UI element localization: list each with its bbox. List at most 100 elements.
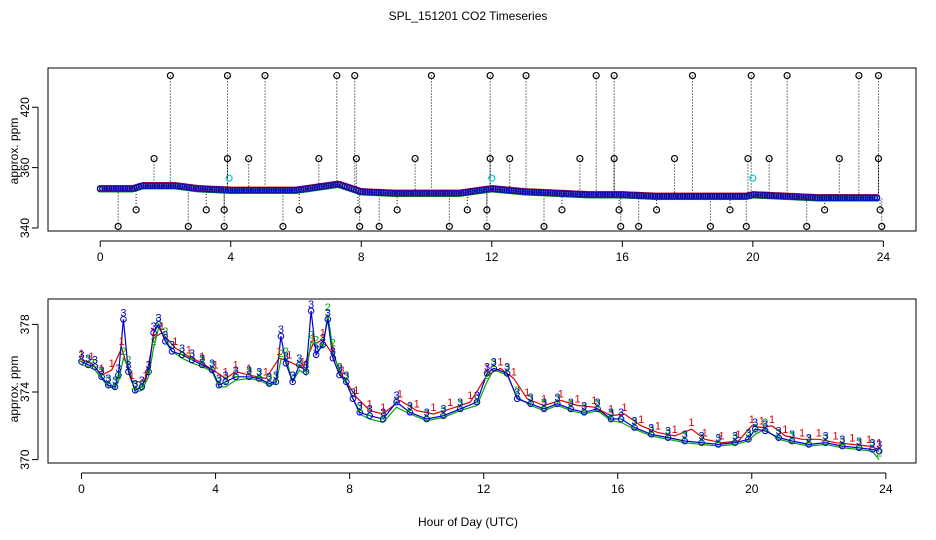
- bottom-series-label-1: 1: [749, 414, 755, 426]
- top-outlier-point: [522, 71, 530, 80]
- bottom-series-label-2: 2: [125, 355, 131, 367]
- top-outlier-point: [315, 154, 323, 163]
- bottom-series-marker-3: [277, 332, 285, 340]
- bottom-series-label-1: 1: [591, 395, 597, 407]
- bottom-series-label-3: 3: [139, 375, 145, 387]
- bottom-series-marker-3: [647, 430, 655, 438]
- bottom-series-marker-3: [822, 439, 829, 447]
- bottom-series-label-2: 2: [682, 431, 688, 443]
- top-outlier-point: [261, 71, 269, 80]
- bottom-series-label-1: 1: [142, 370, 148, 382]
- bottom-x-tick-label: 4: [212, 482, 219, 496]
- bottom-series-label-3: 3: [189, 348, 195, 360]
- bottom-series-marker-3: [527, 400, 534, 408]
- bottom-series-label-3: 3: [581, 400, 587, 412]
- top-outlier-point: [835, 154, 843, 163]
- bottom-series-label-3: 3: [822, 431, 828, 443]
- bottom-series-label-1: 1: [849, 432, 855, 444]
- bottom-series-marker-3: [554, 400, 561, 408]
- bottom-series-label-1: 1: [447, 397, 453, 409]
- bottom-series-marker-3: [312, 351, 320, 359]
- bottom-x-tick-label: 0: [78, 482, 85, 496]
- bottom-series-marker-3: [255, 375, 263, 382]
- bottom-series-marker-3: [125, 368, 132, 376]
- bottom-series-label-2: 2: [514, 385, 520, 397]
- chart-title: SPL_151201 CO2 Timeseries: [388, 9, 548, 23]
- top-outlier-point: [279, 222, 287, 231]
- bottom-series-label-3: 3: [105, 373, 111, 385]
- bottom-series-label-2: 2: [162, 326, 168, 338]
- bottom-y-tick-label: 370: [18, 449, 32, 469]
- bottom-series-label-3: 3: [440, 404, 446, 416]
- bottom-series-label-3: 3: [367, 404, 373, 416]
- bottom-series-marker-3: [855, 444, 863, 452]
- bottom-series-label-3: 3: [514, 387, 520, 399]
- bottom-series-marker-3: [356, 408, 363, 416]
- bottom-x-tick-label: 24: [879, 482, 893, 496]
- bottom-series-label-1: 1: [414, 399, 420, 411]
- bottom-series-label-2: 2: [581, 402, 587, 414]
- bottom-series-label-2: 2: [789, 431, 795, 443]
- top-outlier-point: [411, 154, 419, 163]
- bottom-series-label-1: 1: [223, 366, 229, 378]
- bottom-x-tick-label: 8: [346, 482, 353, 496]
- bottom-series-label-2: 2: [440, 405, 446, 417]
- bottom-series-label-3: 3: [745, 427, 751, 439]
- bottom-series-label-3: 3: [457, 397, 463, 409]
- bottom-series-label-2: 2: [256, 368, 262, 380]
- bottom-series-label-1: 1: [233, 360, 239, 372]
- bottom-series-label-1: 1: [380, 402, 386, 414]
- bottom-series-label-2: 2: [151, 336, 157, 348]
- bottom-series-marker-3: [406, 408, 414, 416]
- bottom-series-label-2: 2: [233, 368, 239, 380]
- bottom-series-label-2: 2: [595, 399, 601, 411]
- bottom-series-label-1: 1: [688, 417, 694, 429]
- bottom-series-marker-3: [731, 439, 739, 447]
- bottom-series-label-1: 1: [574, 394, 580, 406]
- bottom-series-label-2: 2: [189, 351, 195, 363]
- top-outlier-point: [874, 71, 883, 80]
- bottom-series-marker-3: [222, 378, 229, 386]
- top-outlier-point: [874, 154, 883, 163]
- bottom-series-label-3: 3: [484, 361, 490, 373]
- bottom-series-label-2: 2: [457, 399, 463, 411]
- bottom-series-label-3: 3: [233, 365, 239, 377]
- bottom-series-marker-3: [155, 321, 162, 328]
- bottom-series-label-1: 1: [541, 394, 547, 406]
- bottom-series-label-1: 1: [484, 363, 490, 375]
- bottom-series-label-1: 1: [558, 388, 564, 400]
- bottom-series-marker-3: [490, 365, 498, 372]
- bottom-series-label-3: 3: [85, 353, 91, 365]
- bottom-series-label-2: 2: [491, 358, 497, 370]
- bottom-series-label-2: 2: [115, 370, 121, 382]
- bottom-x-tick-label: 20: [745, 482, 759, 496]
- bottom-series-label-3: 3: [682, 429, 688, 441]
- bottom-series-marker-3: [245, 373, 253, 381]
- bottom-series-marker-3: [775, 434, 782, 441]
- top-outlier-point: [393, 206, 401, 214]
- bottom-series-label-3: 3: [856, 436, 862, 448]
- bottom-series-marker-3: [215, 381, 223, 389]
- top-outlier-point: [506, 154, 514, 163]
- bottom-series-label-1: 1: [89, 351, 95, 363]
- bottom-series-marker-3: [875, 447, 883, 455]
- top-outlier-point: [375, 222, 383, 231]
- bottom-series-label-2: 2: [320, 336, 326, 348]
- bottom-series-label-3: 3: [266, 372, 272, 384]
- top-outlier-point: [744, 154, 752, 163]
- bottom-series-label-1: 1: [119, 336, 125, 348]
- bottom-series-marker-3: [296, 361, 303, 369]
- bottom-series-marker-3: [567, 405, 575, 413]
- bottom-series-label-2: 2: [541, 399, 547, 411]
- bottom-series-label-2: 2: [839, 436, 845, 448]
- top-x-tick-label: 0: [97, 250, 104, 264]
- bottom-series-label-2: 2: [631, 417, 637, 429]
- top-outlier-point: [615, 206, 623, 214]
- bottom-series-label-2: 2: [776, 427, 782, 439]
- bottom-series-label-3: 3: [380, 407, 386, 419]
- bottom-series-label-2: 2: [330, 338, 336, 350]
- bottom-series-label-3: 3: [491, 356, 497, 368]
- bottom-series-label-2: 2: [278, 348, 284, 360]
- bottom-series-marker-3: [289, 378, 296, 386]
